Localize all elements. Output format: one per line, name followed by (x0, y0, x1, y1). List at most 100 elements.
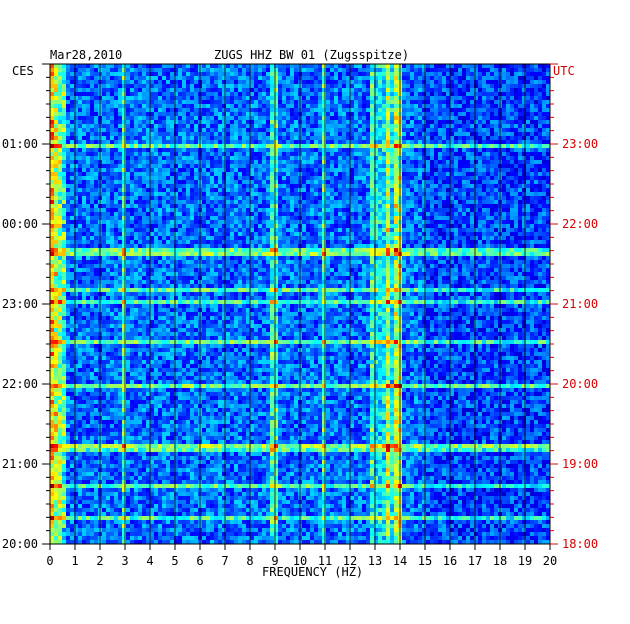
heatmap-cell (50, 84, 54, 88)
heatmap-cell (378, 80, 382, 84)
heatmap-cell (226, 128, 230, 132)
heatmap-cell (370, 112, 374, 116)
heatmap-cell (242, 108, 246, 112)
heatmap-cell (162, 164, 166, 168)
heatmap-cell (82, 144, 86, 148)
heatmap-cell (358, 180, 362, 184)
heatmap-cell (450, 136, 454, 140)
heatmap-cell (266, 68, 270, 72)
heatmap-cell (78, 220, 82, 224)
heatmap-cell (226, 100, 230, 104)
heatmap-cell (102, 104, 106, 108)
heatmap-cell (290, 188, 294, 192)
heatmap-cell (486, 196, 490, 200)
heatmap-cell (210, 200, 214, 204)
heatmap-cell (342, 112, 346, 116)
heatmap-cell (154, 116, 158, 120)
heatmap-cell (138, 144, 142, 148)
heatmap-cell (158, 108, 162, 112)
heatmap-cell (470, 184, 474, 188)
heatmap-cell (54, 72, 58, 76)
heatmap-cell (326, 76, 330, 80)
heatmap-cell (286, 216, 290, 220)
heatmap-cell (514, 80, 518, 84)
heatmap-cell (482, 108, 486, 112)
heatmap-cell (262, 132, 266, 136)
heatmap-cell (402, 140, 406, 144)
heatmap-cell (62, 180, 66, 184)
heatmap-cell (70, 64, 74, 68)
heatmap-cell (402, 84, 406, 88)
heatmap-cell (258, 104, 262, 108)
heatmap-cell (186, 204, 190, 208)
heatmap-cell (314, 156, 318, 160)
heatmap-cell (506, 188, 510, 192)
heatmap-cell (302, 108, 306, 112)
heatmap-cell (538, 164, 542, 168)
heatmap-cell (518, 144, 522, 148)
heatmap-cell (430, 104, 434, 108)
heatmap-cell (90, 200, 94, 204)
heatmap-cell (394, 120, 398, 124)
heatmap-cell (482, 172, 486, 176)
heatmap-cell (426, 204, 430, 208)
heatmap-cell (378, 76, 382, 80)
heatmap-cell (90, 100, 94, 104)
heatmap-cell (178, 160, 182, 164)
heatmap-cell (486, 180, 490, 184)
heatmap-cell (438, 180, 442, 184)
heatmap-cell (266, 148, 270, 152)
heatmap-cell (142, 76, 146, 80)
heatmap-cell (402, 116, 406, 120)
heatmap-cell (262, 136, 266, 140)
heatmap-cell (270, 68, 274, 72)
heatmap-cell (318, 144, 322, 148)
heatmap-cell (310, 120, 314, 124)
heatmap-cell (66, 204, 70, 208)
heatmap-cell (210, 116, 214, 120)
heatmap-cell (450, 124, 454, 128)
heatmap-cell (358, 116, 362, 120)
heatmap-cell (486, 152, 490, 156)
heatmap-cell (358, 184, 362, 188)
heatmap-cell (442, 156, 446, 160)
heatmap-cell (322, 132, 326, 136)
heatmap-cell (478, 140, 482, 144)
heatmap-cell (82, 84, 86, 88)
heatmap-cell (294, 100, 298, 104)
heatmap-cell (390, 176, 394, 180)
heatmap-cell (102, 132, 106, 136)
heatmap-cell (166, 152, 170, 156)
heatmap-cell (366, 156, 370, 160)
heatmap-cell (286, 64, 290, 68)
heatmap-cell (50, 96, 54, 100)
heatmap-cell (350, 144, 354, 148)
heatmap-cell (78, 128, 82, 132)
heatmap-cell (342, 164, 346, 168)
heatmap-cell (94, 172, 98, 176)
heatmap-cell (406, 152, 410, 156)
heatmap-cell (170, 172, 174, 176)
heatmap-cell (418, 100, 422, 104)
heatmap-cell (266, 152, 270, 156)
heatmap-cell (122, 176, 126, 180)
heatmap-cell (222, 212, 226, 216)
heatmap-cell (422, 104, 426, 108)
heatmap-cell (82, 148, 86, 152)
heatmap-cell (54, 88, 58, 92)
heatmap-cell (462, 148, 466, 152)
heatmap-cell (430, 140, 434, 144)
heatmap-cell (414, 112, 418, 116)
heatmap-cell (378, 88, 382, 92)
heatmap-cell (250, 164, 254, 168)
heatmap-cell (326, 144, 330, 148)
heatmap-cell (190, 200, 194, 204)
heatmap-cell (110, 64, 114, 68)
heatmap-cell (126, 120, 130, 124)
heatmap-cell (54, 168, 58, 172)
heatmap-cell (242, 112, 246, 116)
heatmap-cell (258, 108, 262, 112)
heatmap-cell (130, 136, 134, 140)
heatmap-cell (314, 208, 318, 212)
heatmap-cell (454, 100, 458, 104)
